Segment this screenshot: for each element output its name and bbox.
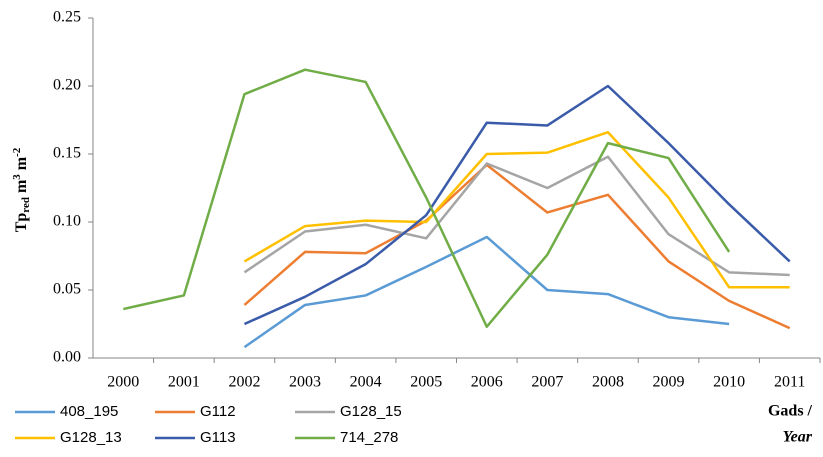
x-tick-label: 2007 <box>531 374 563 391</box>
x-tick-label: 2006 <box>471 374 503 391</box>
y-title-part: m <box>13 179 30 197</box>
y-tick-label: 0.10 <box>53 213 81 230</box>
y-tick-label: 0.05 <box>53 281 81 298</box>
series-line <box>243 163 791 330</box>
x-tick-label: 2011 <box>774 374 805 391</box>
y-title-part: -2 <box>11 147 23 157</box>
x-axis-title: Year <box>783 429 813 446</box>
series-line <box>243 155 790 277</box>
y-title-part: m <box>13 156 30 174</box>
series-line <box>123 68 731 328</box>
x-tick-label: 2008 <box>592 374 624 391</box>
series-line <box>243 130 790 289</box>
y-tick-label: 0.25 <box>53 9 81 26</box>
series-line <box>243 235 730 349</box>
legend-label: 714_278 <box>340 429 398 446</box>
x-tick-label: 2005 <box>410 374 442 391</box>
x-tick-label: 2004 <box>350 374 382 391</box>
x-axis-title: Gads / <box>768 403 813 420</box>
y-tick-label: 0.00 <box>53 349 81 366</box>
x-tick-label: 2003 <box>289 374 321 391</box>
legend-label: G128_15 <box>340 403 402 420</box>
y-tick-label: 0.20 <box>53 77 81 94</box>
y-title-part: Tp <box>13 213 30 233</box>
x-tick-label: 2002 <box>228 374 260 391</box>
x-tick-label: 2000 <box>107 374 139 391</box>
x-tick-label: 2009 <box>653 374 685 391</box>
y-axis-title: Tpred m3 m-2 <box>11 147 32 232</box>
legend-label: 408_195 <box>60 403 118 420</box>
x-tick-label: 2010 <box>713 374 745 391</box>
series-line <box>243 84 791 326</box>
legend-label: G113 <box>200 429 236 446</box>
legend-label: G128_13 <box>60 429 122 446</box>
y-title-part: red <box>20 197 32 213</box>
x-tick-label: 2001 <box>168 374 200 391</box>
y-tick-label: 0.15 <box>53 145 81 162</box>
legend-label: G112 <box>200 403 236 420</box>
y-title-part: 3 <box>11 174 23 180</box>
